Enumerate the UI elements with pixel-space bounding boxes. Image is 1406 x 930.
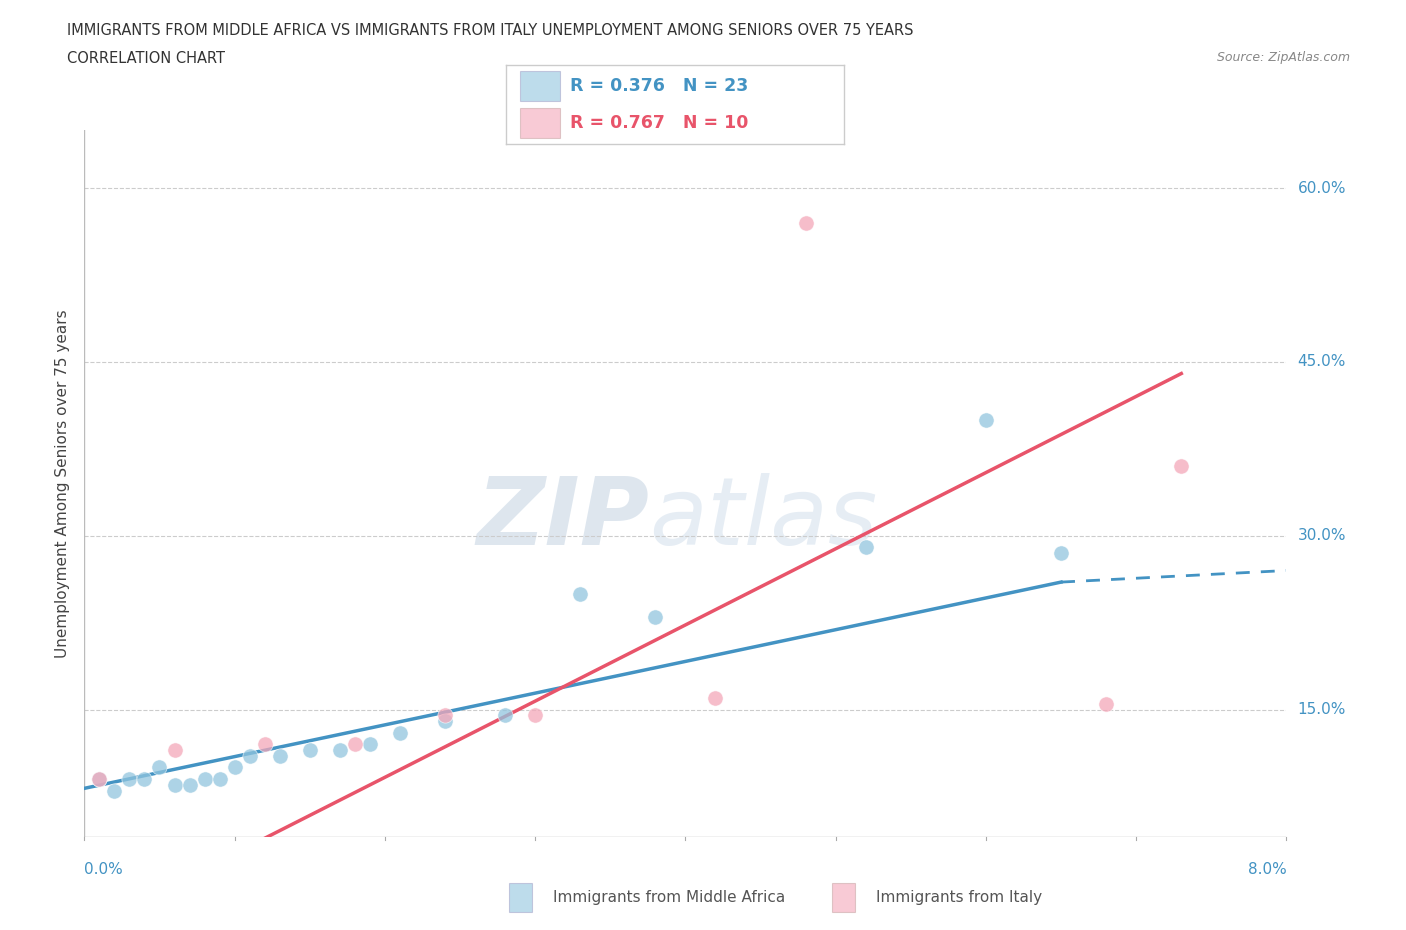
Point (179, 777, 201, 792)
Text: ZIP: ZIP (477, 473, 650, 565)
Point (239, 749, 262, 764)
Point (208, 772, 231, 787)
Text: 8.0%: 8.0% (1247, 862, 1286, 877)
Point (569, 586, 592, 601)
Point (388, 725, 411, 740)
Text: R = 0.376   N = 23: R = 0.376 N = 23 (571, 76, 748, 95)
Point (298, 743, 321, 758)
Point (163, 743, 186, 758)
Point (855, 540, 877, 555)
Point (1050, 546, 1073, 561)
Point (194, 772, 217, 787)
Point (89, 772, 111, 787)
Text: 45.0%: 45.0% (1298, 354, 1346, 369)
Point (148, 760, 170, 775)
Text: IMMIGRANTS FROM MIDDLE AFRICA VS IMMIGRANTS FROM ITALY UNEMPLOYMENT AMONG SENIOR: IMMIGRANTS FROM MIDDLE AFRICA VS IMMIGRA… (67, 23, 914, 38)
Point (163, 777, 186, 792)
Point (359, 737, 381, 751)
Point (224, 760, 246, 775)
Text: 60.0%: 60.0% (1298, 180, 1346, 195)
Point (974, 412, 997, 427)
Point (118, 772, 141, 787)
FancyBboxPatch shape (520, 108, 560, 138)
Text: CORRELATION CHART: CORRELATION CHART (67, 51, 225, 66)
Point (704, 690, 727, 705)
Text: 30.0%: 30.0% (1298, 528, 1346, 543)
Text: R = 0.767   N = 10: R = 0.767 N = 10 (571, 113, 748, 132)
Text: Immigrants from Italy: Immigrants from Italy (876, 890, 1042, 905)
Text: Source: ZipAtlas.com: Source: ZipAtlas.com (1216, 51, 1350, 64)
Point (434, 708, 457, 723)
Point (343, 737, 366, 751)
Point (434, 713, 457, 728)
Text: 0.0%: 0.0% (84, 862, 124, 877)
Point (89, 772, 111, 787)
Text: 15.0%: 15.0% (1298, 702, 1346, 717)
FancyBboxPatch shape (520, 71, 560, 100)
Point (103, 783, 125, 798)
Point (794, 216, 817, 231)
Point (644, 609, 666, 624)
Text: Immigrants from Middle Africa: Immigrants from Middle Africa (553, 890, 785, 905)
Point (329, 743, 352, 758)
Point (494, 708, 516, 723)
Point (253, 737, 276, 751)
Y-axis label: Unemployment Among Seniors over 75 years: Unemployment Among Seniors over 75 years (55, 310, 70, 658)
Point (1095, 697, 1118, 711)
Point (1170, 458, 1192, 473)
Point (524, 708, 547, 723)
Point (134, 772, 156, 787)
Point (269, 749, 291, 764)
Text: atlas: atlas (650, 473, 877, 565)
